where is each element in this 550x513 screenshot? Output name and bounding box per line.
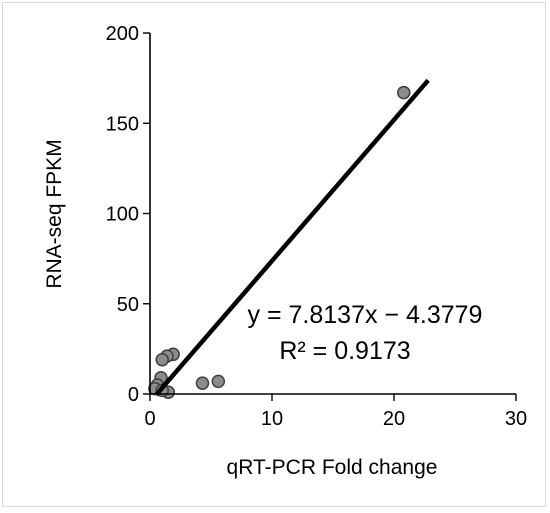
data-point [397,85,411,100]
equation-label: y = 7.8137x − 4.3779 [248,301,483,329]
r2-label: R² = 0.9173 [279,337,410,365]
y-tick-label: 150 [106,113,139,135]
chart-frame: 0 50 100 150 200 0 10 20 30 y = 7.8137x − 4.3779… [2,2,546,507]
data-point [211,374,226,389]
data-point [155,352,169,367]
data-point [195,376,210,390]
axes-layer: 0 50 100 150 200 0 10 20 30 [106,23,528,430]
trendline-layer [154,78,430,397]
x-tick-label: 30 [505,408,527,430]
y-tick-label: 200 [106,23,139,45]
markers-layer [148,85,411,399]
x-tick-label: 20 [383,408,405,430]
y-tick-label: 100 [106,204,139,226]
x-tick-label: 10 [261,408,283,430]
x-axis-title: qRT-PCR Fold change [227,456,438,479]
y-axis-title: RNA-seq FPKM [43,139,66,288]
y-tick-label: 50 [117,294,139,316]
x-tick-label: 0 [144,408,155,430]
trendline [154,78,430,397]
scatter-chart: 0 50 100 150 200 0 10 20 30 y = 7.8137x − 4.3779… [43,23,528,479]
y-tick-label: 0 [128,384,139,406]
